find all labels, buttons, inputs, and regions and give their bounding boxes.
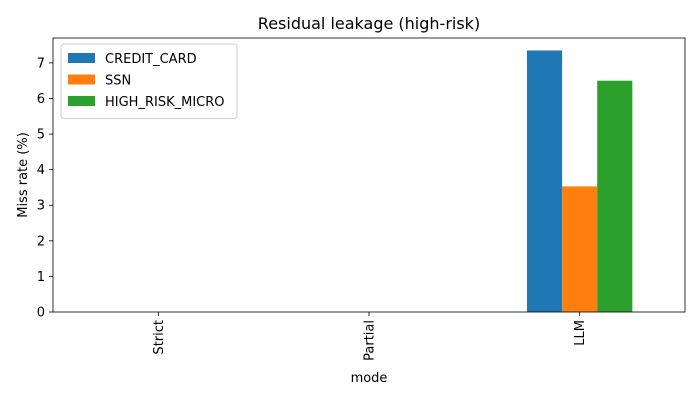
y-tick-label: 6 — [37, 92, 45, 107]
bars-layer — [527, 50, 633, 313]
y-tick-label: 0 — [37, 306, 45, 321]
y-tick-label: 5 — [37, 128, 45, 143]
x-axis-label: mode — [351, 371, 388, 386]
y-tick-label: 3 — [37, 199, 45, 214]
legend-label-ssn: SSN — [105, 74, 131, 89]
axes-layer: 0 1 2 3 4 5 6 7 Strict Partial LLM — [37, 37, 686, 361]
legend-label-high-risk-micro: HIGH_RISK_MICRO — [105, 95, 225, 110]
x-tick-label-partial: Partial — [363, 320, 378, 361]
legend-swatch-high-risk-micro — [68, 96, 95, 106]
bar-high-risk-micro-llm — [597, 80, 633, 313]
y-axis-label: Miss rate (%) — [16, 132, 31, 218]
legend-swatch-credit-card — [68, 53, 95, 63]
x-tick-label-strict: Strict — [152, 320, 167, 355]
x-tick-label-llm: LLM — [573, 320, 588, 346]
legend: CREDIT_CARD SSN HIGH_RISK_MICRO — [60, 43, 238, 119]
legend-box — [60, 43, 238, 119]
bar-credit-card-llm — [527, 50, 563, 313]
y-tick-label: 2 — [37, 234, 45, 249]
legend-swatch-ssn — [68, 74, 95, 85]
y-tick-label: 4 — [37, 163, 45, 178]
chart-title: Residual leakage (high-risk) — [258, 14, 480, 33]
bar-ssn-llm — [562, 186, 598, 312]
y-tick-label: 7 — [37, 56, 45, 71]
legend-label-credit-card: CREDIT_CARD — [105, 52, 197, 67]
y-tick-label: 1 — [37, 270, 45, 285]
